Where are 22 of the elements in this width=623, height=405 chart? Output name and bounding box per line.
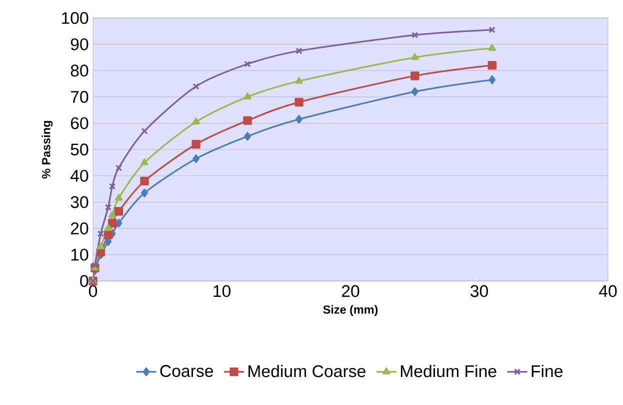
- x-axis-title: Size (mm): [323, 305, 378, 316]
- y-tick-label: 60: [70, 117, 88, 130]
- legend-label: Fine: [532, 364, 562, 378]
- legend-label: Coarse: [160, 365, 214, 377]
- y-tick-label: 70: [70, 90, 88, 103]
- y-tick-label: 100: [62, 12, 88, 24]
- y-tick-label: 30: [70, 196, 88, 208]
- y-tick-label: 20: [70, 222, 88, 234]
- x-tick-label: 20: [342, 285, 360, 298]
- x-tick-label: 30: [470, 285, 488, 298]
- legend-label: Medium Coarse: [248, 364, 366, 378]
- y-tick-label: 80: [70, 64, 88, 77]
- y-tick-label: 40: [70, 170, 88, 182]
- x-tick-label: 0: [88, 285, 98, 298]
- x-tick-label: 10: [214, 285, 230, 298]
- y-axis-title: % Passing: [42, 120, 53, 179]
- legend-label: Medium Fine: [400, 364, 496, 378]
- y-tick-label: 50: [70, 144, 88, 156]
- y-tick-label: 10: [71, 248, 88, 261]
- y-tick-label: 90: [70, 38, 88, 50]
- x-tick-label: 40: [599, 285, 617, 298]
- y-tick-label: 0: [80, 275, 88, 287]
